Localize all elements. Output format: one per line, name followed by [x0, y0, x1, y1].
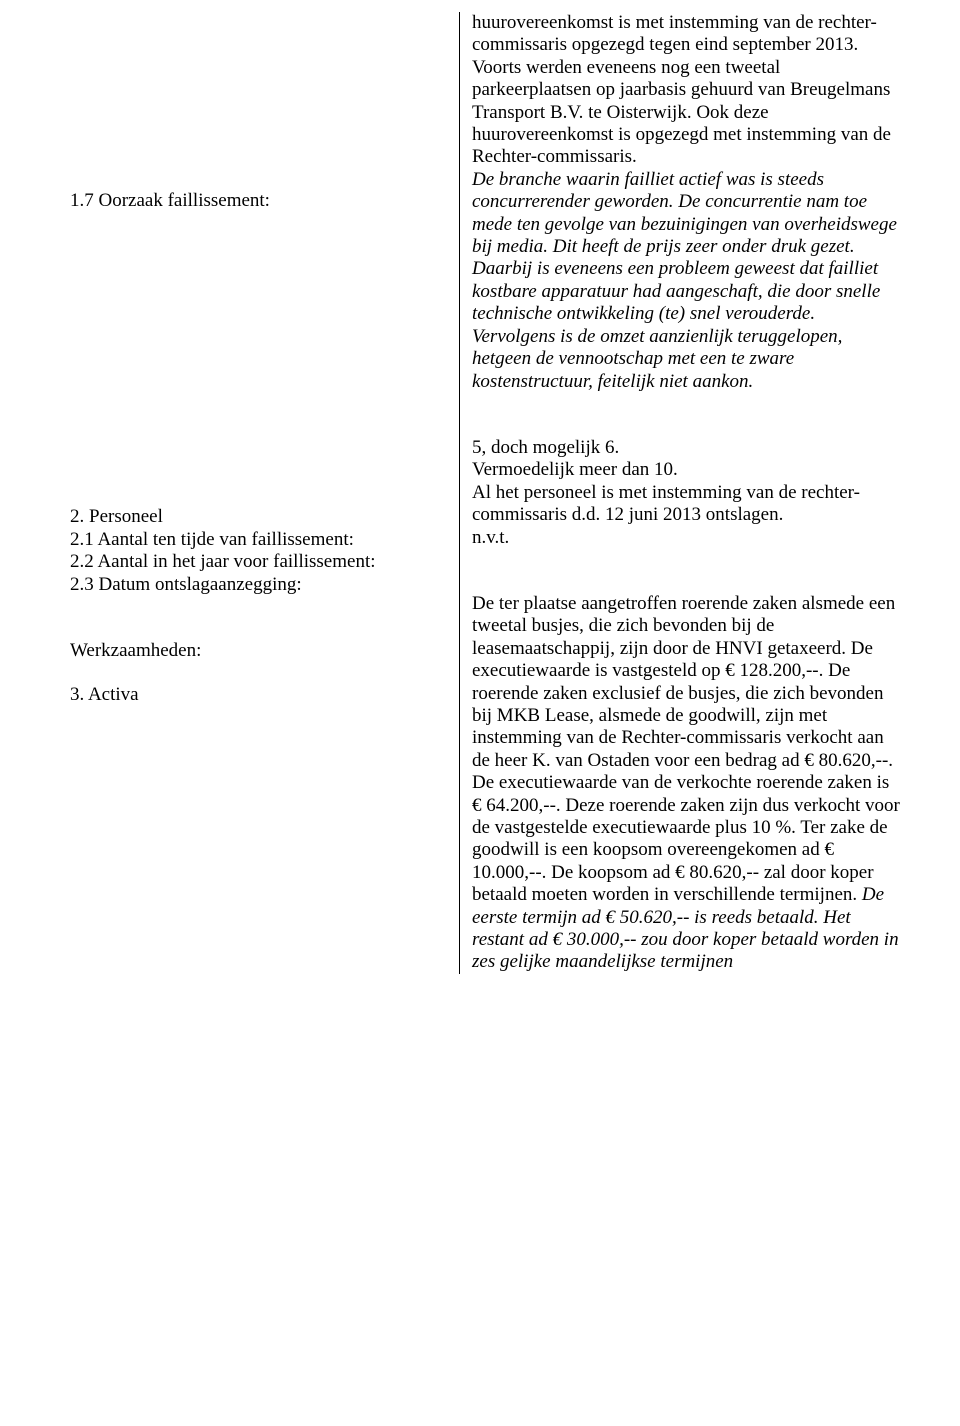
label-2-2: 2.2 Aantal in het jaar voor faillissemen…: [70, 551, 439, 573]
value-werk: n.v.t.: [472, 527, 900, 549]
label-1-7: 1.7 Oorzaak faillissement:: [70, 190, 439, 212]
text-1-7a: huurovereenkomst is met instemming van d…: [472, 12, 891, 167]
label-section-3: 3. Activa: [70, 684, 439, 706]
right-column: huurovereenkomst is met instemming van d…: [460, 12, 900, 974]
label-2-1: 2.1 Aantal ten tijde van faillissement:: [70, 529, 439, 551]
label-section-2: 2. Personeel: [70, 506, 439, 528]
value-2-3: Al het personeel is met instemming van d…: [472, 482, 900, 527]
value-2-1: 5, doch mogelijk 6.: [472, 437, 900, 459]
value-2-2: Vermoedelijk meer dan 10.: [472, 459, 900, 481]
document-page: 1.7 Oorzaak faillissement: 2. Personeel …: [0, 0, 960, 986]
label-2-3: 2.3 Datum ontslagaanzegging:: [70, 574, 439, 596]
text-1-7b: De branche waarin failliet actief was is…: [472, 169, 897, 392]
text-3a: De ter plaatse aangetroffen roerende zak…: [472, 593, 900, 905]
para-3: De ter plaatse aangetroffen roerende zak…: [472, 593, 900, 974]
label-werkzaamheden: Werkzaamheden:: [70, 640, 439, 662]
para-1-7: huurovereenkomst is met instemming van d…: [472, 12, 900, 393]
left-column: 1.7 Oorzaak faillissement: 2. Personeel …: [70, 12, 460, 974]
